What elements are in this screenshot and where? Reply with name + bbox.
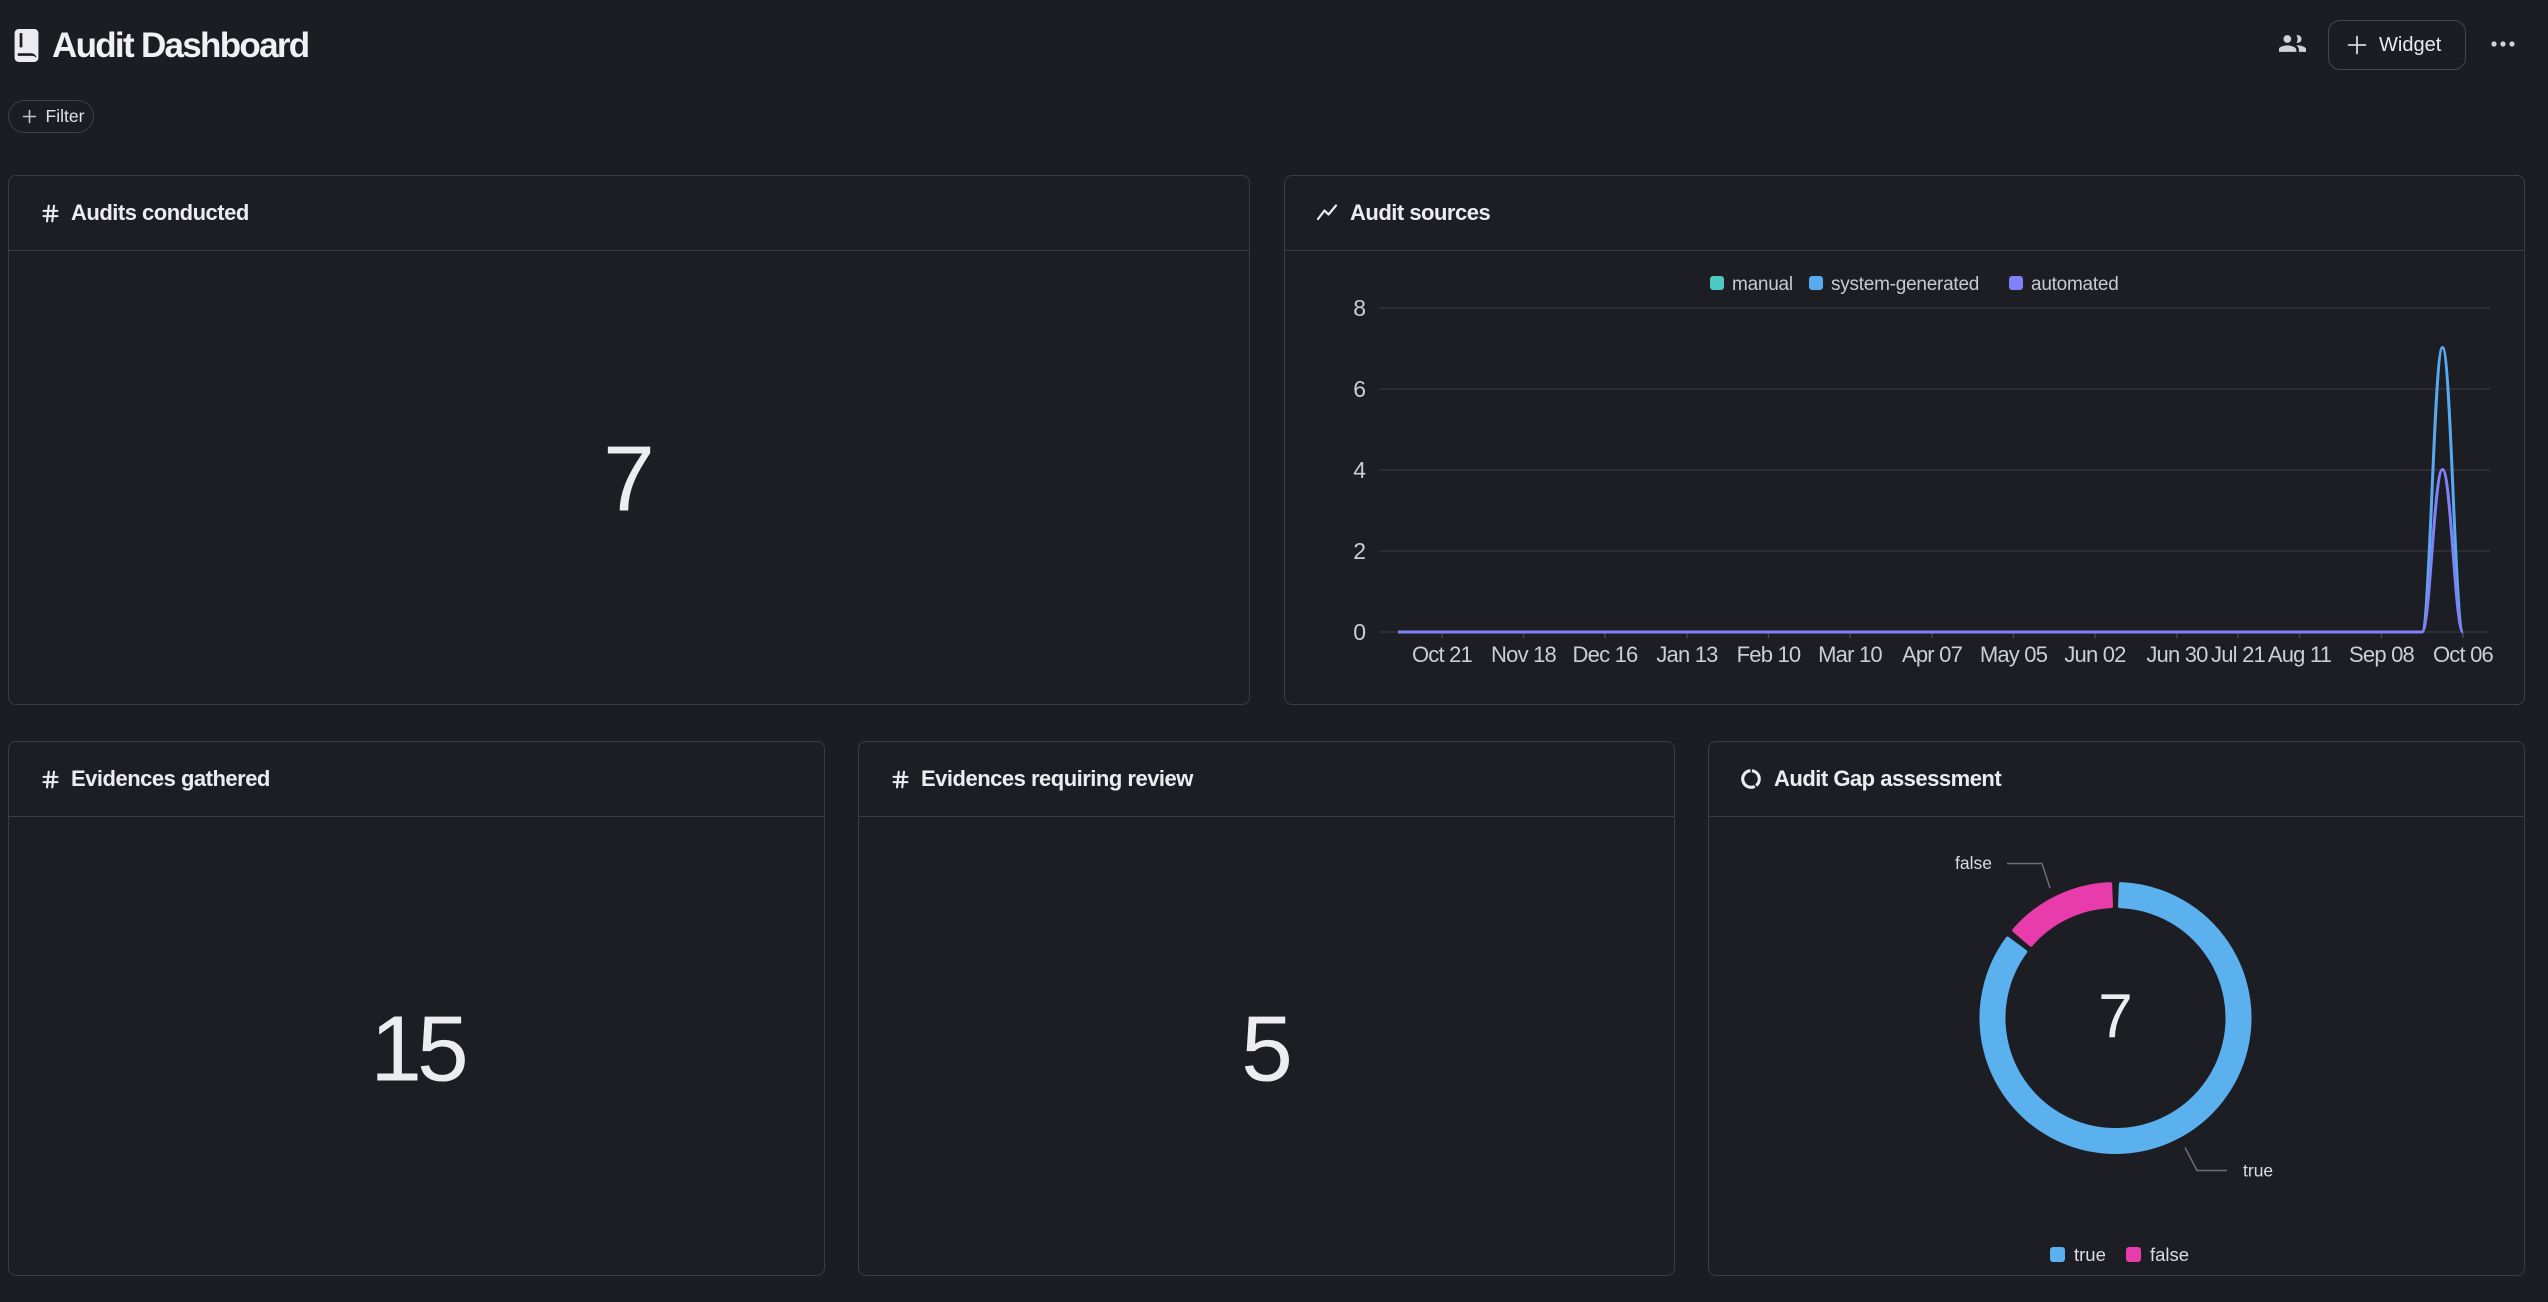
svg-text:Jan 13: Jan 13 (1656, 642, 1718, 667)
svg-text:Apr 07: Apr 07 (1902, 642, 1963, 667)
svg-text:automated: automated (2031, 274, 2119, 295)
svg-text:7: 7 (2098, 982, 2132, 1051)
svg-text:Jun 30: Jun 30 (2146, 642, 2208, 667)
svg-text:Oct 21: Oct 21 (1412, 642, 1473, 667)
svg-text:Sep 08: Sep 08 (2349, 642, 2414, 667)
svg-text:manual: manual (1732, 274, 1793, 295)
svg-text:May 05: May 05 (1980, 642, 2048, 667)
svg-text:false: false (1955, 853, 1992, 873)
svg-text:4: 4 (1353, 457, 1366, 483)
svg-text:2: 2 (1353, 538, 1366, 564)
svg-text:Jun 02: Jun 02 (2064, 642, 2126, 667)
svg-text:true: true (2243, 1161, 2273, 1181)
svg-text:true: true (2074, 1244, 2106, 1265)
svg-text:Mar 10: Mar 10 (1818, 642, 1882, 667)
svg-text:6: 6 (1353, 376, 1366, 402)
svg-text:Dec 16: Dec 16 (1573, 642, 1638, 667)
svg-text:Jul 21: Jul 21 (2211, 642, 2265, 667)
svg-text:Feb 10: Feb 10 (1737, 642, 1801, 667)
svg-text:0: 0 (1353, 619, 1366, 645)
svg-text:false: false (2150, 1244, 2189, 1265)
svg-text:Oct 06: Oct 06 (2433, 642, 2494, 667)
svg-text:Aug 11: Aug 11 (2268, 642, 2332, 667)
svg-text:8: 8 (1353, 295, 1366, 321)
svg-text:Nov 18: Nov 18 (1491, 642, 1556, 667)
svg-text:system-generated: system-generated (1831, 274, 1979, 295)
